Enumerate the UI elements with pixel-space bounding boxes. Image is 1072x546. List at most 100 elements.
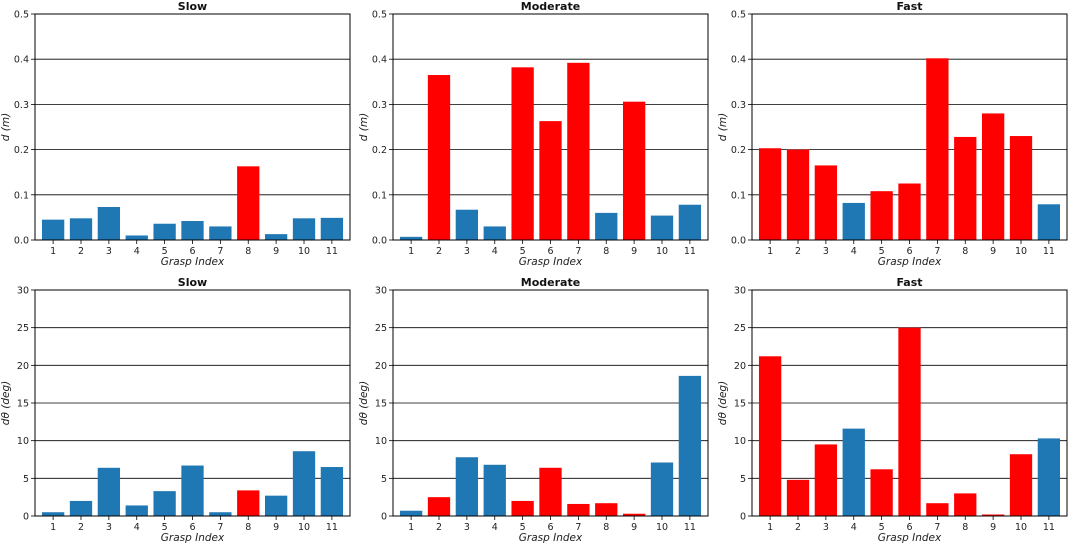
y-tick-label: 0.5	[372, 10, 387, 21]
x-tick-label: 4	[492, 246, 498, 257]
y-tick-label: 0	[381, 512, 387, 523]
x-axis-label: Grasp Index	[161, 532, 225, 544]
y-axis-label: d (m)	[358, 113, 370, 141]
bar-5	[153, 491, 176, 516]
chart-panel-4: 0 5 10 15 20 25 30 1 2 3 4 5 6 7 8 9 10 11 Slow Grasp Index…	[0, 276, 351, 544]
bar-5	[870, 191, 893, 240]
x-tick-label: 10	[656, 522, 668, 533]
y-tick-label: 0.2	[731, 145, 746, 156]
bar-10	[650, 215, 674, 240]
x-tick-label: 6	[189, 522, 195, 533]
x-tick-label: 1	[408, 522, 414, 533]
bar-11	[1037, 204, 1061, 240]
x-tick-label: 4	[492, 522, 498, 533]
chart-title: Fast	[896, 276, 922, 289]
y-tick-label: 15	[17, 399, 29, 410]
x-tick-label: 7	[217, 246, 223, 257]
bar-6	[898, 327, 921, 516]
y-tick-label: 0.1	[14, 190, 29, 201]
chart-panel-6: 0 5 10 15 20 25 30 1 2 3 4 5 6 7 8 9 10 11 Fast Grasp Index…	[717, 276, 1068, 544]
y-tick-label: 20	[17, 361, 29, 372]
bar-2	[786, 149, 810, 240]
bar-9	[622, 101, 646, 240]
chart-title: Moderate	[521, 0, 580, 13]
bar-9	[622, 513, 646, 516]
y-tick-label: 0.0	[731, 236, 746, 247]
y-tick-label: 10	[734, 436, 746, 447]
y-tick-label: 0	[23, 512, 29, 523]
bar-3	[97, 207, 121, 240]
x-tick-label: 10	[298, 522, 310, 533]
x-tick-label: 1	[767, 522, 773, 533]
bar-9	[981, 514, 1005, 516]
bar-1	[41, 219, 65, 240]
plot-frame	[751, 289, 1068, 517]
x-tick-label: 9	[631, 522, 637, 533]
bar-7	[926, 58, 949, 240]
x-tick-label: 9	[273, 522, 279, 533]
x-tick-label: 8	[603, 522, 609, 533]
x-tick-label: 7	[934, 246, 940, 257]
bar-4	[842, 428, 865, 516]
y-tick-label: 25	[375, 323, 387, 334]
bar-5	[870, 469, 893, 516]
x-tick-label: 9	[990, 246, 996, 257]
chart-panel-5: 0 5 10 15 20 25 30 1 2 3 4 5 6 7 8 9 10 11 Moderate Grasp I…	[358, 276, 709, 544]
plot-frame	[751, 13, 1068, 241]
x-tick-label: 10	[1015, 246, 1027, 257]
x-tick-label: 8	[962, 522, 968, 533]
bar-6	[181, 221, 204, 240]
bar-6	[539, 467, 562, 516]
x-tick-label: 4	[851, 246, 857, 257]
bar-9	[264, 234, 288, 240]
bar-7	[209, 512, 232, 516]
bar-5	[511, 67, 534, 240]
y-tick-label: 15	[734, 399, 746, 410]
y-tick-label: 25	[734, 323, 746, 334]
x-tick-label: 11	[1043, 246, 1055, 257]
x-tick-label: 7	[217, 522, 223, 533]
bar-1	[758, 148, 782, 240]
x-tick-label: 6	[189, 246, 195, 257]
x-tick-label: 8	[245, 522, 251, 533]
x-tick-label: 4	[851, 522, 857, 533]
x-tick-label: 8	[962, 246, 968, 257]
bar-11	[320, 467, 344, 516]
x-tick-label: 4	[134, 522, 140, 533]
y-axis-label: dθ (deg)	[0, 381, 12, 425]
y-tick-label: 5	[740, 474, 746, 485]
x-tick-label: 9	[631, 246, 637, 257]
y-tick-label: 0.1	[372, 190, 387, 201]
x-tick-label: 7	[575, 522, 581, 533]
plot-frame	[34, 289, 351, 517]
x-tick-label: 11	[326, 522, 338, 533]
bar-7	[567, 503, 590, 516]
y-tick-label: 0.4	[14, 55, 29, 66]
x-tick-label: 2	[436, 246, 442, 257]
bar-1	[41, 512, 65, 516]
x-tick-label: 11	[684, 522, 696, 533]
y-tick-label: 0.5	[731, 10, 746, 21]
bar-8	[595, 503, 618, 516]
y-tick-label: 0.4	[372, 55, 387, 66]
x-tick-label: 1	[50, 246, 56, 257]
x-tick-label: 7	[934, 522, 940, 533]
chart-panel-2: 0.0 0.1 0.2 0.3 0.4 0.5 1 2 3 4 5 6 7 8 9 10 11 Moderate G…	[358, 0, 709, 268]
x-tick-label: 5	[162, 246, 168, 257]
x-tick-label: 5	[879, 522, 885, 533]
plot-frame	[392, 13, 709, 241]
bar-2	[427, 75, 451, 241]
bar-1	[399, 236, 423, 240]
x-tick-label: 5	[520, 246, 526, 257]
bar-7	[926, 503, 949, 516]
x-tick-label: 9	[990, 522, 996, 533]
plot-frame	[392, 289, 709, 517]
x-tick-label: 3	[823, 522, 829, 533]
y-axis-label: dθ (deg)	[717, 381, 729, 425]
plot-frame	[34, 13, 351, 241]
chart-title: Slow	[178, 0, 207, 13]
y-tick-label: 30	[375, 286, 387, 297]
bar-8	[237, 490, 260, 516]
x-axis-label: Grasp Index	[161, 256, 225, 268]
x-tick-label: 10	[1015, 522, 1027, 533]
